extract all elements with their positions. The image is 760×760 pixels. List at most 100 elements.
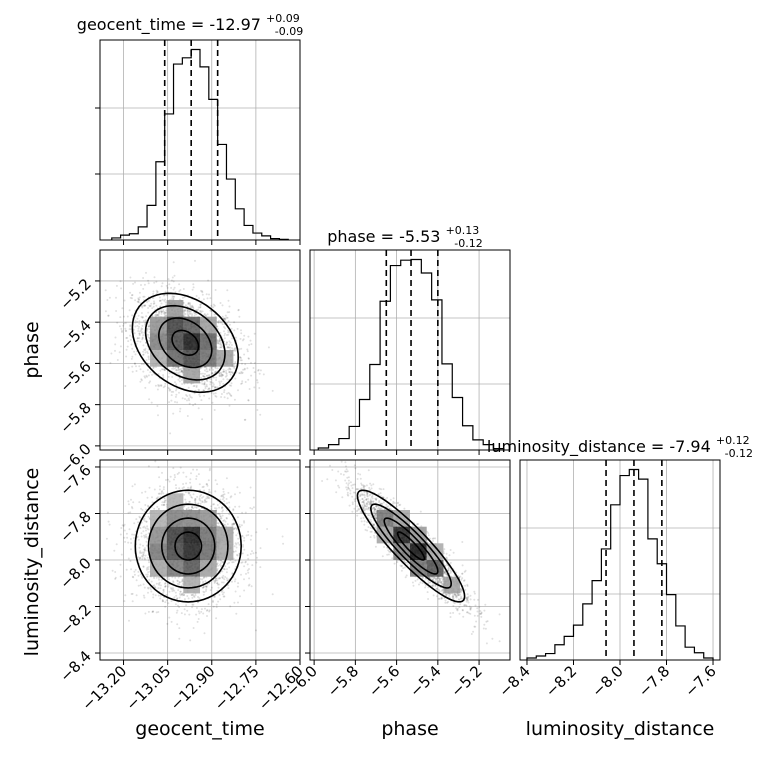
sample-point: [130, 357, 133, 360]
sample-point: [141, 306, 144, 309]
sample-point: [225, 343, 228, 346]
sample-point: [161, 298, 164, 301]
sample-point: [202, 593, 205, 596]
sample-point: [185, 508, 188, 511]
sample-point: [224, 332, 226, 335]
sample-point: [208, 397, 211, 400]
sample-point: [155, 314, 158, 317]
sample-point: [174, 591, 177, 594]
pair-panel-geocent_time-luminosity_distance: −13.20−13.05−12.90−12.75−12.60−8.4−8.2−8…: [56, 459, 307, 714]
sample-point: [213, 366, 216, 369]
sample-point: [191, 305, 194, 308]
sample-point: [247, 378, 250, 381]
sample-point: [218, 594, 221, 596]
sample-point: [144, 386, 147, 389]
sample-point: [208, 491, 210, 493]
sample-point: [250, 343, 253, 346]
sample-point: [119, 345, 122, 348]
sample-point: [246, 563, 249, 566]
sample-point: [195, 386, 198, 388]
sample-point: [129, 296, 132, 299]
sample-point: [116, 321, 119, 324]
sample-point: [187, 597, 190, 600]
sample-point: [187, 315, 190, 317]
sample-point: [143, 534, 146, 537]
sample-point: [164, 311, 167, 314]
sample-point: [237, 309, 240, 312]
sample-point: [170, 298, 173, 301]
sample-point: [205, 590, 207, 592]
sample-point: [220, 346, 222, 349]
sample-point: [186, 609, 189, 612]
sample-point: [144, 304, 147, 307]
sample-point: [234, 493, 236, 496]
sample-point: [158, 488, 161, 491]
sample-point: [161, 600, 164, 603]
sample-point: [144, 321, 147, 324]
sample-point: [156, 388, 159, 391]
sample-point: [145, 540, 148, 543]
sample-point: [153, 507, 156, 510]
sample-point: [252, 496, 255, 499]
sample-point: [183, 613, 186, 616]
sample-point: [139, 556, 142, 559]
sample-point: [142, 353, 145, 356]
sample-point: [164, 585, 167, 588]
sample-point: [187, 302, 190, 305]
sample-point: [174, 381, 176, 384]
sample-point: [142, 552, 145, 555]
sample-point: [220, 380, 223, 383]
sample-point: [146, 544, 148, 547]
sample-point: [167, 375, 170, 378]
sample-point: [180, 370, 183, 373]
sample-point: [254, 362, 256, 365]
sample-point: [188, 310, 191, 313]
sample-point: [164, 385, 166, 388]
sample-point: [178, 380, 181, 383]
sample-point: [147, 311, 150, 314]
sample-point: [157, 385, 160, 388]
sample-point: [223, 326, 225, 328]
sample-point: [183, 493, 186, 496]
sample-point: [164, 314, 167, 317]
sample-point: [129, 338, 132, 341]
sample-point: [233, 329, 236, 332]
sample-point: [219, 374, 222, 377]
sample-point: [205, 368, 208, 371]
sample-point: [179, 590, 182, 593]
sample-point: [132, 576, 135, 579]
sample-point: [222, 591, 225, 594]
sample-point: [186, 395, 189, 398]
sample-point: [162, 294, 165, 297]
sample-point: [143, 586, 146, 589]
sample-point: [119, 316, 122, 319]
histogram-luminosity_distance: [526, 468, 714, 660]
sample-point: [153, 488, 156, 491]
sample-point: [116, 359, 119, 361]
sample-point: [136, 340, 139, 343]
sample-point: [184, 491, 187, 494]
sample-point: [215, 395, 218, 398]
sample-point: [225, 369, 228, 372]
sample-point: [152, 593, 155, 596]
sample-point: [146, 333, 149, 336]
sample-point: [201, 372, 204, 375]
sample-point: [241, 561, 244, 564]
sample-point: [230, 384, 233, 387]
sample-point: [128, 309, 131, 312]
sample-point: [163, 313, 166, 316]
sample-point: [156, 313, 159, 316]
sample-point: [181, 397, 184, 400]
sample-point: [197, 502, 200, 505]
hist-panel-geocent_time: [95, 39, 301, 245]
sample-point: [166, 622, 169, 625]
sample-point: [114, 336, 117, 339]
sample-point: [108, 296, 111, 299]
sample-point: [234, 542, 237, 545]
sample-point: [160, 491, 163, 494]
sample-point: [195, 613, 198, 616]
sample-point: [147, 568, 150, 571]
sample-point: [221, 315, 224, 318]
sample-point: [234, 349, 237, 352]
sample-point: [218, 373, 221, 375]
